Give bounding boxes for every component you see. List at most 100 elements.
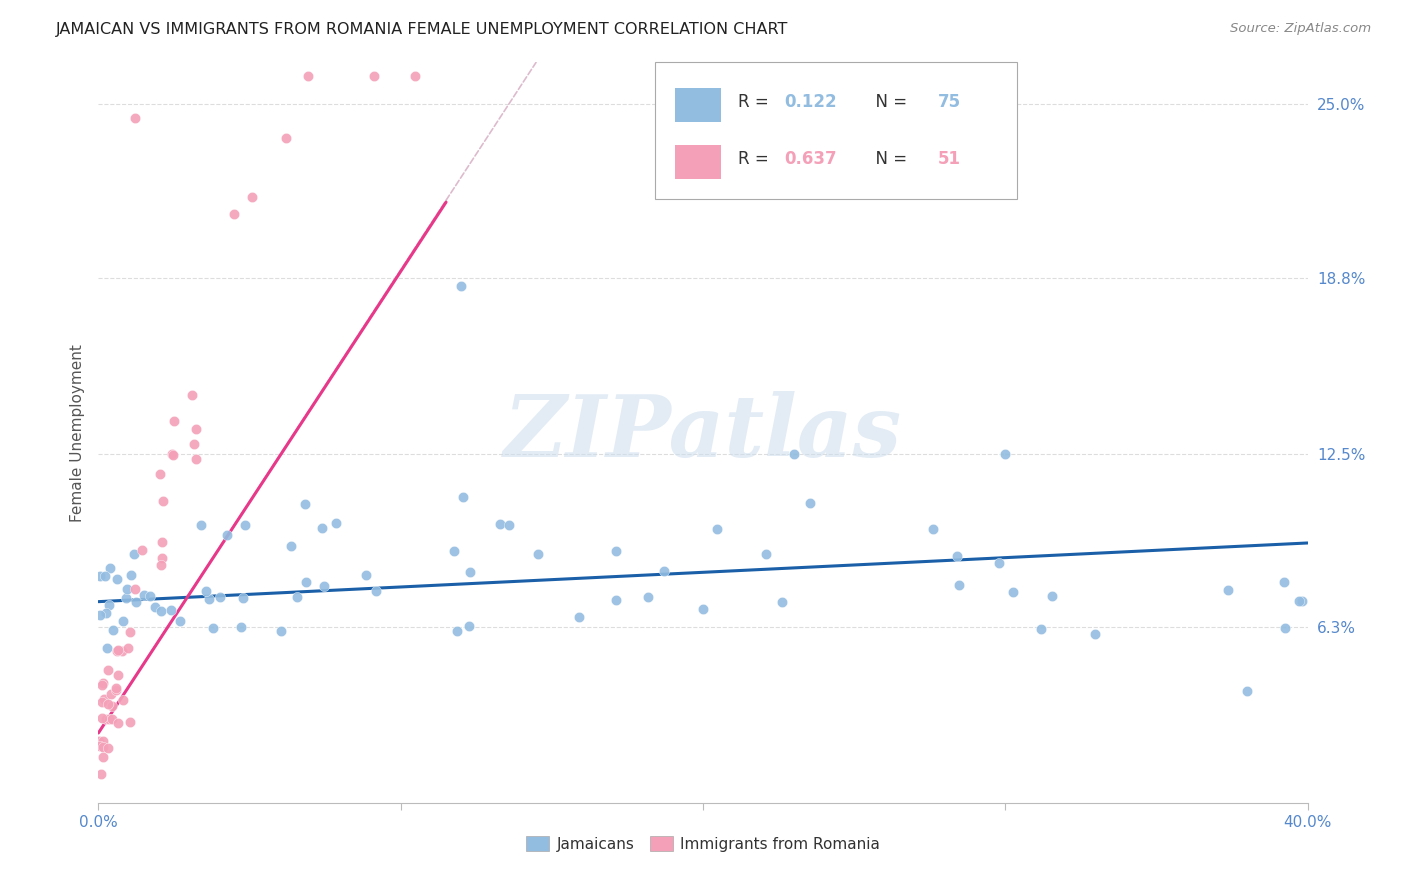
Text: 0.637: 0.637 <box>785 150 837 168</box>
Point <box>1216 582 1239 597</box>
Point <box>297 70 319 84</box>
Point <box>706 522 728 536</box>
Point <box>91 739 114 754</box>
Point <box>276 131 298 145</box>
Text: R =: R = <box>738 93 775 111</box>
Point <box>215 528 238 542</box>
Point <box>922 522 945 536</box>
Point <box>692 601 714 615</box>
Point <box>1029 623 1052 637</box>
Point <box>233 518 256 533</box>
Point <box>325 516 347 531</box>
Point <box>783 446 806 460</box>
Point <box>91 676 114 690</box>
Point <box>240 190 263 204</box>
Point <box>451 490 474 504</box>
Point <box>104 682 127 697</box>
Point <box>160 603 183 617</box>
Point <box>489 516 512 531</box>
Point <box>186 451 208 466</box>
Point <box>150 535 173 549</box>
Point <box>91 695 114 709</box>
Point <box>162 448 184 462</box>
Point <box>89 608 111 623</box>
Point <box>115 582 138 596</box>
Text: N =: N = <box>865 150 912 168</box>
Text: N =: N = <box>865 93 912 111</box>
Point <box>652 564 675 578</box>
Point <box>97 663 120 677</box>
Point <box>118 714 141 729</box>
Point <box>948 577 970 591</box>
Point <box>150 604 173 618</box>
Point <box>118 624 141 639</box>
Point <box>105 573 128 587</box>
Point <box>270 624 292 639</box>
Point <box>202 621 225 635</box>
Point <box>107 716 129 731</box>
Point <box>149 467 172 481</box>
Point <box>120 567 142 582</box>
Text: R =: R = <box>738 150 775 168</box>
Legend: Jamaicans, Immigrants from Romania: Jamaicans, Immigrants from Romania <box>520 830 886 858</box>
FancyBboxPatch shape <box>675 88 721 122</box>
Point <box>404 70 426 84</box>
Point <box>134 588 156 602</box>
Point <box>770 595 793 609</box>
Point <box>124 582 146 596</box>
Point <box>111 644 134 658</box>
FancyBboxPatch shape <box>675 145 721 179</box>
Text: JAMAICAN VS IMMIGRANTS FROM ROMANIA FEMALE UNEMPLOYMENT CORRELATION CHART: JAMAICAN VS IMMIGRANTS FROM ROMANIA FEMA… <box>56 22 789 37</box>
Point <box>755 547 778 561</box>
Point <box>89 739 111 754</box>
Point <box>568 610 591 624</box>
Point <box>169 614 191 628</box>
Point <box>231 620 253 634</box>
Point <box>100 712 122 726</box>
Point <box>152 494 174 508</box>
Point <box>190 518 212 533</box>
Point <box>131 543 153 558</box>
Point <box>122 547 145 561</box>
Point <box>117 641 139 656</box>
Point <box>295 574 318 589</box>
Point <box>1040 589 1063 603</box>
Text: Source: ZipAtlas.com: Source: ZipAtlas.com <box>1230 22 1371 36</box>
Point <box>280 539 302 553</box>
Point <box>443 544 465 558</box>
Point <box>1002 585 1025 599</box>
Point <box>150 558 173 572</box>
Point <box>458 565 481 579</box>
Point <box>91 750 114 764</box>
Point <box>994 446 1017 460</box>
Point <box>1274 621 1296 635</box>
Text: 0.122: 0.122 <box>785 93 837 111</box>
Point <box>450 279 472 293</box>
Point <box>1236 684 1258 698</box>
Point <box>446 624 468 638</box>
Point <box>150 551 173 566</box>
Point <box>285 591 308 605</box>
Point <box>1272 575 1295 590</box>
Point <box>311 521 333 535</box>
Point <box>91 734 114 748</box>
Point <box>91 678 114 692</box>
Point <box>124 112 146 126</box>
Point <box>112 614 135 628</box>
Point <box>498 517 520 532</box>
Point <box>605 593 627 607</box>
Point <box>107 668 129 682</box>
Point <box>97 741 120 756</box>
Point <box>183 437 205 451</box>
Point <box>987 556 1010 570</box>
FancyBboxPatch shape <box>655 62 1018 200</box>
Point <box>91 711 114 725</box>
Point <box>111 692 134 706</box>
Point <box>114 591 136 605</box>
Point <box>946 549 969 564</box>
Point <box>1084 627 1107 641</box>
Text: 51: 51 <box>938 150 960 168</box>
Point <box>294 497 316 511</box>
Point <box>163 414 186 428</box>
Point <box>94 569 117 583</box>
